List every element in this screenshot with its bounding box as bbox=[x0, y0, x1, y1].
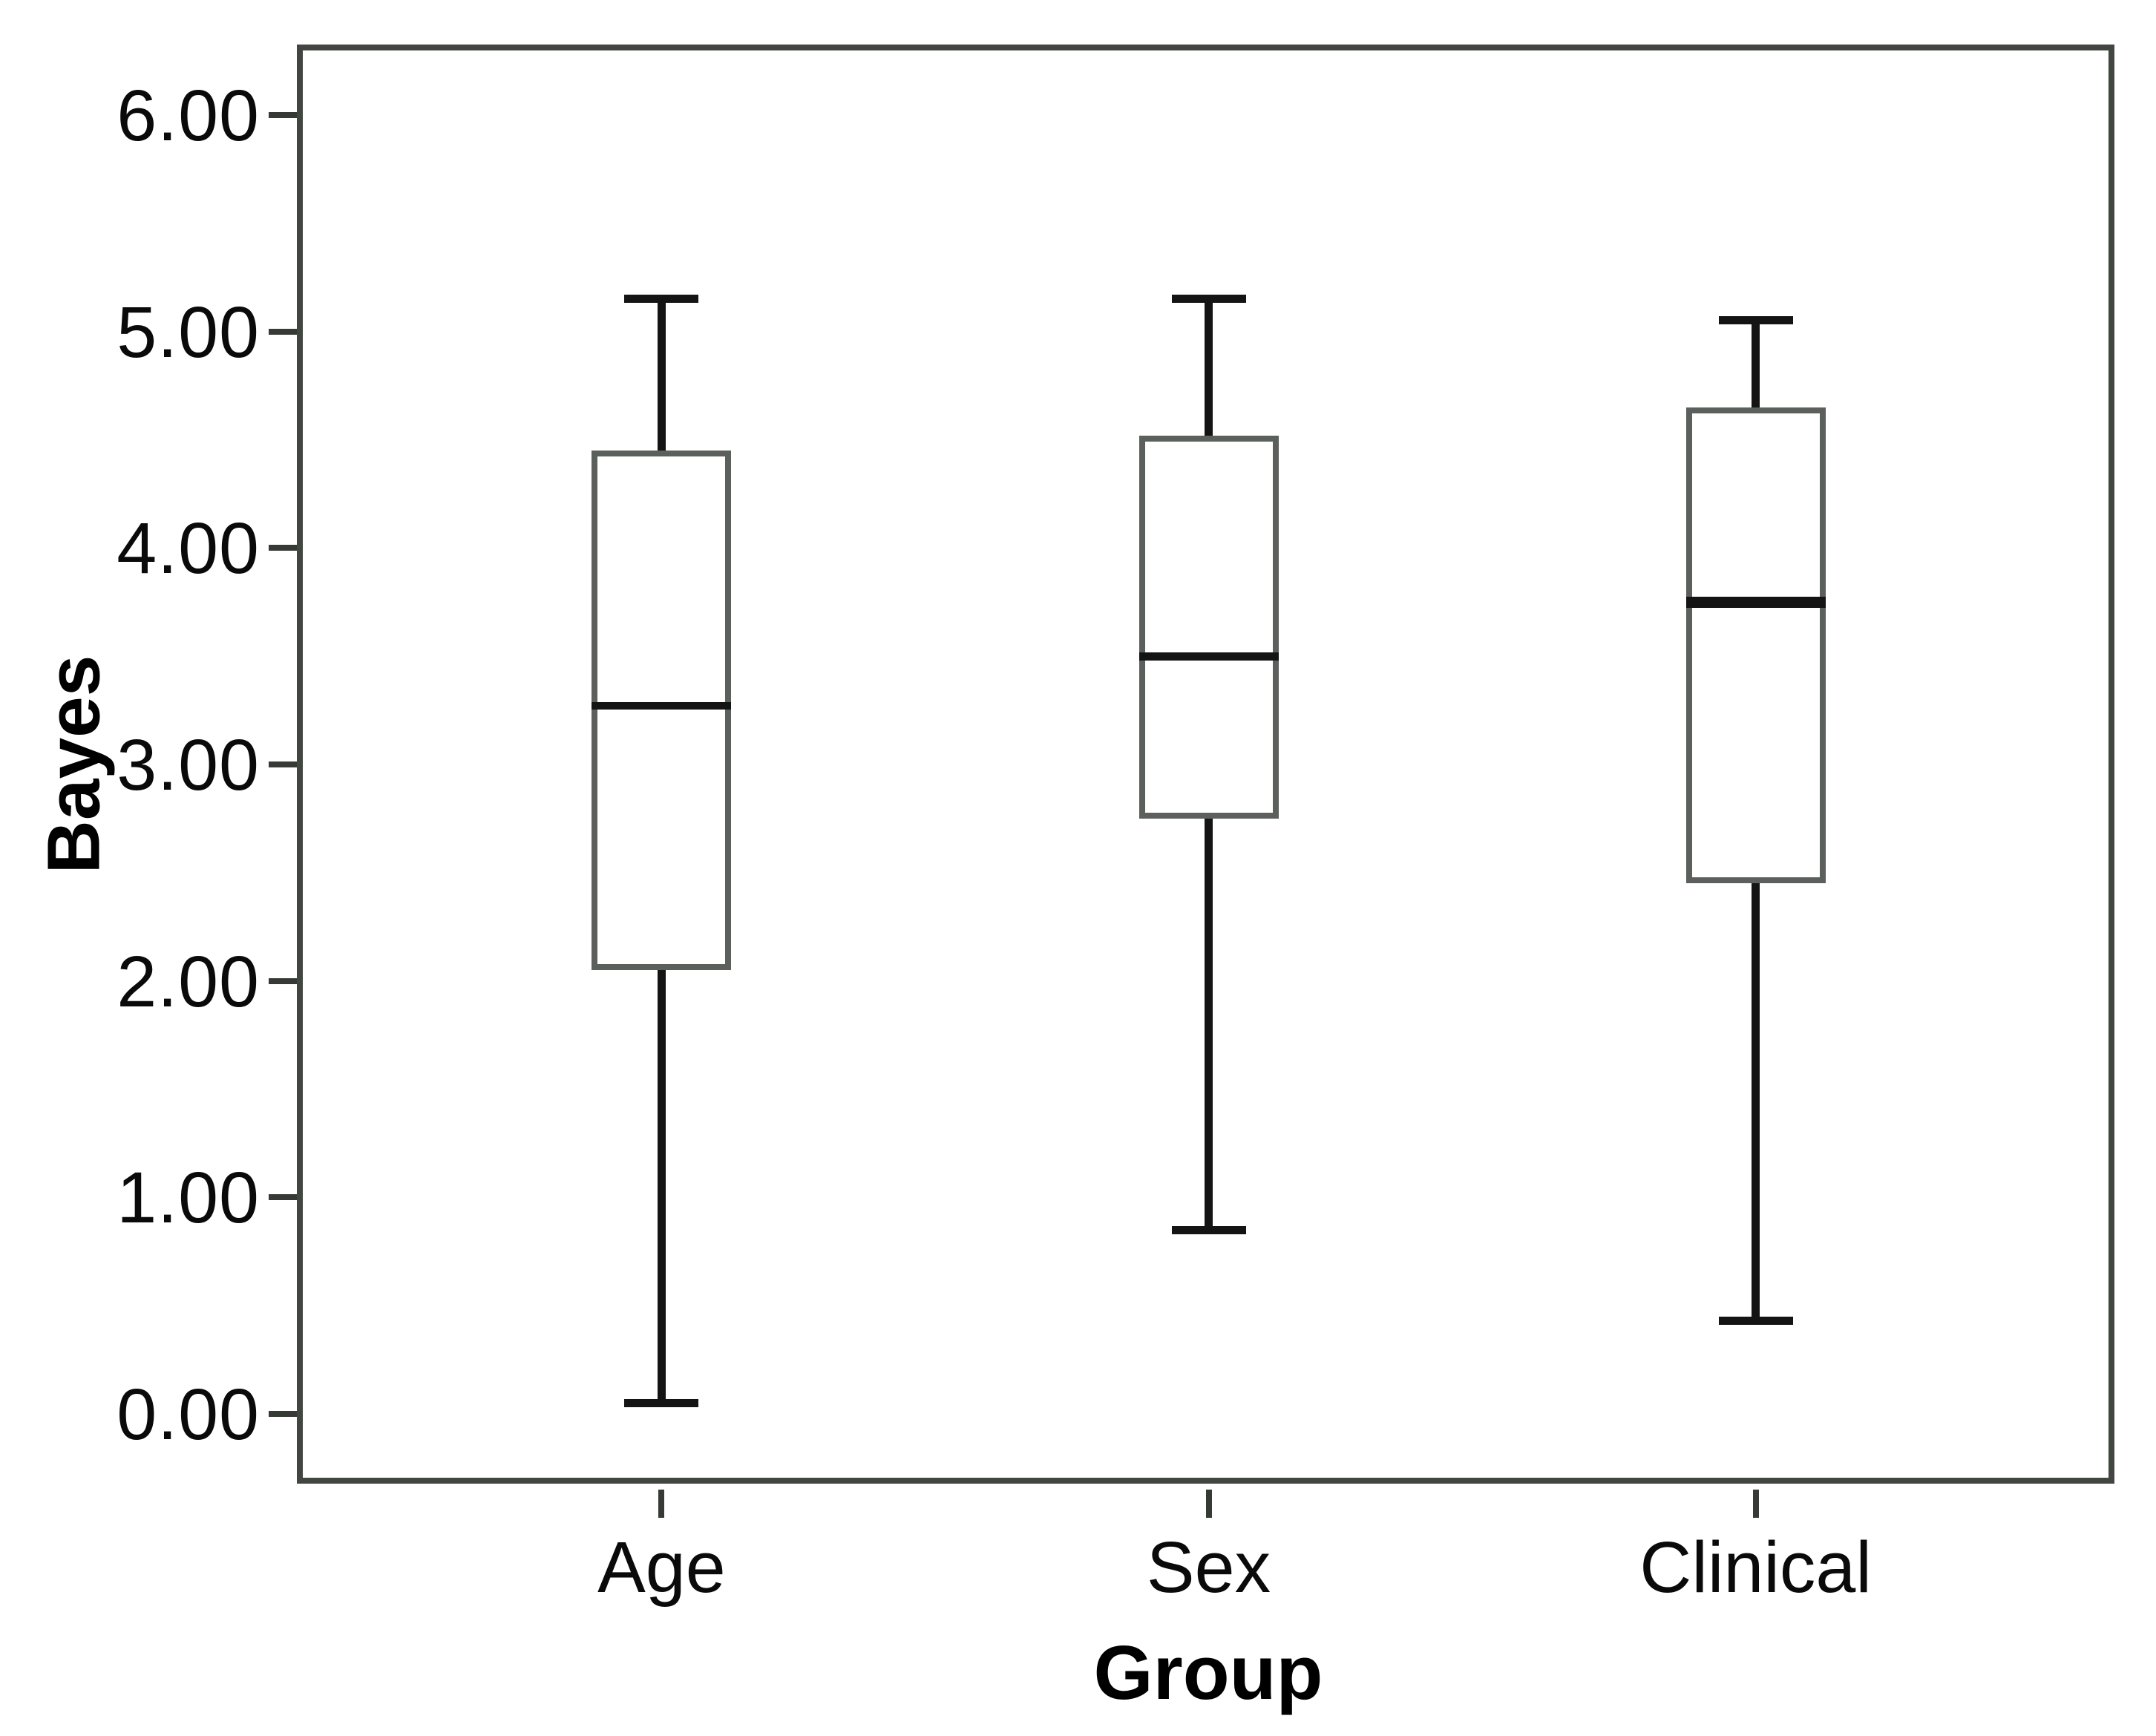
whisker-cap-bottom bbox=[624, 1398, 699, 1407]
y-axis-title: Bayes bbox=[32, 655, 116, 874]
median-line bbox=[1138, 652, 1279, 661]
y-axis-tick-label: 6.00 bbox=[117, 74, 260, 156]
median-line bbox=[1685, 596, 1826, 608]
x-axis-category-label: Clinical bbox=[1639, 1527, 1872, 1608]
y-axis-tick-mark bbox=[269, 1411, 297, 1417]
iqr-box bbox=[592, 450, 732, 970]
median-line bbox=[592, 702, 732, 710]
whisker-cap-top bbox=[1718, 316, 1793, 325]
y-axis-tick-label: 4.00 bbox=[117, 508, 260, 589]
iqr-box bbox=[1685, 407, 1826, 884]
x-axis-category-label: Age bbox=[597, 1527, 726, 1608]
iqr-box bbox=[1138, 435, 1279, 819]
whisker-cap-top bbox=[624, 295, 699, 304]
y-axis-tick-label: 2.00 bbox=[117, 940, 260, 1022]
x-axis-tick-mark bbox=[658, 1490, 665, 1518]
y-axis-tick-mark bbox=[269, 1194, 297, 1201]
whisker-cap-bottom bbox=[1718, 1317, 1793, 1326]
y-axis-tick-label: 0.00 bbox=[117, 1374, 260, 1455]
x-axis-tick-mark bbox=[1205, 1490, 1212, 1518]
y-axis-tick-mark bbox=[269, 977, 297, 984]
x-axis-title: Group bbox=[1093, 1630, 1323, 1715]
x-axis-tick-mark bbox=[1752, 1490, 1759, 1518]
y-axis-tick-label: 1.00 bbox=[117, 1157, 260, 1239]
y-axis-tick-label: 3.00 bbox=[117, 724, 260, 805]
y-axis-tick-mark bbox=[269, 328, 297, 335]
y-axis-tick-mark bbox=[269, 111, 297, 118]
y-axis-tick-mark bbox=[269, 761, 297, 767]
whisker-cap-top bbox=[1171, 295, 1246, 304]
y-axis-tick-mark bbox=[269, 545, 297, 551]
y-axis-tick-label: 5.00 bbox=[117, 291, 260, 373]
whisker-cap-bottom bbox=[1171, 1225, 1246, 1234]
x-axis-category-label: Sex bbox=[1146, 1527, 1271, 1608]
